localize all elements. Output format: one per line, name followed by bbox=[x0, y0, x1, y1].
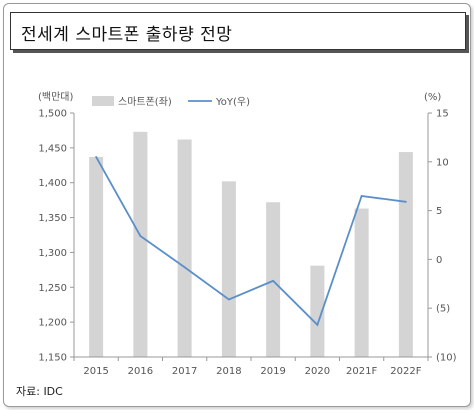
source-note: 자료: IDC bbox=[16, 385, 63, 398]
left-tick-label: 1,350 bbox=[38, 213, 67, 224]
right-tick-label: 10 bbox=[436, 157, 449, 168]
legend-bar-label: 스마트폰(좌) bbox=[118, 96, 172, 108]
yoy-point-2015 bbox=[95, 156, 98, 158]
left-tick-label: 1,300 bbox=[38, 248, 67, 259]
x-tick-label: 2020 bbox=[305, 366, 330, 377]
legend-line-label: YoY(우) bbox=[215, 96, 250, 108]
x-tick-label: 2015 bbox=[83, 366, 108, 377]
x-tick-label: 2017 bbox=[172, 366, 197, 377]
x-tick-label: 2016 bbox=[128, 366, 153, 377]
yoy-line bbox=[95, 156, 406, 327]
yoy-point-2019 bbox=[272, 279, 275, 282]
x-tick-label: 2021F bbox=[346, 366, 377, 377]
left-axis-unit: (백만대) bbox=[38, 91, 74, 103]
bar-2017 bbox=[177, 139, 192, 357]
x-tick-label: 2018 bbox=[216, 366, 241, 377]
legend-bar-swatch bbox=[92, 96, 114, 106]
right-tick-label: 15 bbox=[436, 109, 449, 120]
x-tick-label: 2019 bbox=[260, 366, 285, 377]
right-tick-label: 0 bbox=[436, 255, 442, 266]
bar-2015 bbox=[89, 156, 104, 357]
bar-2020 bbox=[310, 265, 325, 357]
right-axis-unit: (%) bbox=[424, 92, 441, 103]
bar-2021F bbox=[354, 208, 369, 357]
yoy-point-2020 bbox=[316, 323, 319, 326]
left-tick-label: 1,250 bbox=[38, 283, 67, 294]
yoy-point-2017 bbox=[183, 266, 186, 269]
yoy-point-2021F bbox=[360, 195, 363, 197]
bar-2019 bbox=[266, 202, 281, 357]
right-tick-label: (10) bbox=[436, 353, 457, 364]
yoy-point-2022F bbox=[404, 200, 407, 203]
title-box: 전세계 스마트폰 출하량 전망 bbox=[10, 12, 466, 50]
chart-title: 전세계 스마트폰 출하량 전망 bbox=[21, 25, 233, 45]
yoy-point-2018 bbox=[227, 298, 230, 301]
yoy-point-2016 bbox=[139, 235, 142, 237]
left-tick-label: 1,200 bbox=[38, 318, 67, 329]
bar-2016 bbox=[133, 131, 148, 357]
left-tick-label: 1,400 bbox=[38, 178, 67, 189]
chart-frame bbox=[3, 3, 471, 407]
bar-2022F bbox=[398, 152, 413, 357]
left-tick-label: 1,150 bbox=[38, 353, 67, 364]
left-tick-label: 1,500 bbox=[38, 109, 67, 120]
right-tick-label: (5) bbox=[436, 304, 450, 315]
bar-2018 bbox=[221, 181, 236, 357]
left-tick-label: 1,450 bbox=[38, 143, 67, 154]
right-tick-label: 5 bbox=[436, 206, 442, 217]
x-tick-label: 2022F bbox=[390, 366, 421, 377]
